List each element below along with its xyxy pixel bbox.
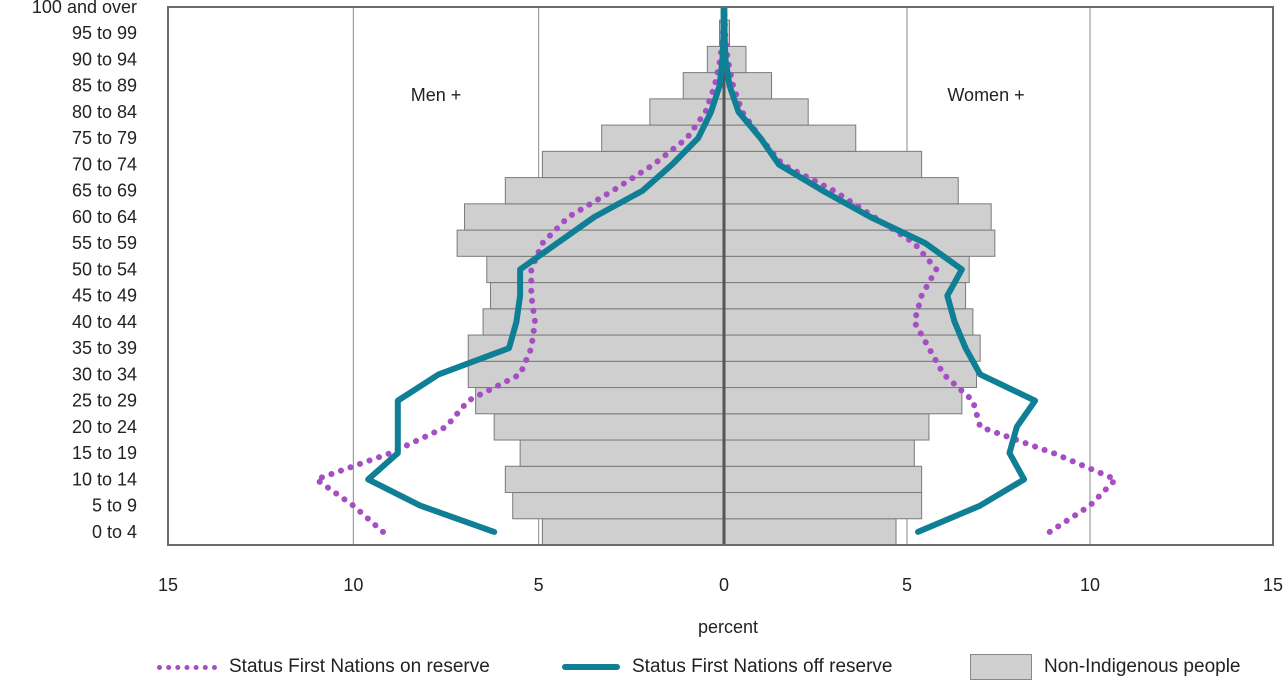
bar-men xyxy=(467,360,725,389)
legend-item-on-reserve: Status First Nations on reserve xyxy=(157,652,490,682)
legend-item-non-indigenous: Non-Indigenous people xyxy=(970,652,1241,682)
bar-women xyxy=(723,465,923,494)
x-tick-label: 10 xyxy=(343,575,363,595)
legend-label-on-reserve: Status First Nations on reserve xyxy=(229,656,490,677)
y-tick-label: 35 to 39 xyxy=(72,338,137,358)
bar-men xyxy=(456,229,725,257)
y-tick-label: 0 to 4 xyxy=(92,522,137,542)
bar-men xyxy=(519,439,725,467)
on-reserve-line-women xyxy=(721,7,1119,535)
y-tick-label: 95 to 99 xyxy=(72,23,137,43)
y-tick-label: 90 to 94 xyxy=(72,49,137,69)
y-tick-label: 100 and over xyxy=(32,0,137,17)
bar-women xyxy=(723,360,978,389)
y-tick-label: 40 to 44 xyxy=(72,312,137,332)
y-axis-labels: 0 to 4 5 to 9 10 to 14 15 to 19 20 to 24 25 t… xyxy=(32,0,137,542)
bar-women xyxy=(723,308,974,336)
bar-men xyxy=(512,492,725,520)
bar-women xyxy=(723,492,923,520)
y-tick-label: 5 to 9 xyxy=(92,496,137,516)
y-tick-label: 70 to 74 xyxy=(72,154,137,174)
bar-men xyxy=(541,518,725,546)
on-reserve-line-men xyxy=(313,7,727,535)
y-tick-label: 25 to 29 xyxy=(72,391,137,411)
y-tick-label: 65 to 69 xyxy=(72,181,137,201)
bar-men xyxy=(489,282,725,310)
men-annotation: Men + xyxy=(411,85,462,105)
y-tick-label: 45 to 49 xyxy=(72,286,137,306)
plot-frame xyxy=(167,6,1274,546)
bar-women xyxy=(723,439,915,467)
y-tick-label: 50 to 54 xyxy=(72,259,137,279)
x-tick-label: 5 xyxy=(902,575,912,595)
y-tick-label: 75 to 79 xyxy=(72,128,137,148)
y-tick-label: 80 to 84 xyxy=(72,102,137,122)
women-annotation: Women + xyxy=(947,85,1024,105)
bar-women xyxy=(723,387,963,415)
legend: Status First Nations on reserve Status F… xyxy=(0,652,1288,682)
x-tick-label: 15 xyxy=(1263,575,1283,595)
bar-women xyxy=(723,518,897,546)
bar-men xyxy=(504,465,725,494)
legend-label-off-reserve: Status First Nations off reserve xyxy=(632,656,893,677)
y-tick-label: 85 to 89 xyxy=(72,76,137,96)
lines-layer xyxy=(313,7,1119,535)
x-tick-label: 15 xyxy=(158,575,178,595)
bar-women xyxy=(723,150,923,179)
legend-swatch-box xyxy=(970,654,1032,680)
x-tick-label: 0 xyxy=(719,575,729,595)
x-tick-label: 10 xyxy=(1080,575,1100,595)
off-reserve-line-men xyxy=(365,7,727,535)
y-tick-label: 20 to 24 xyxy=(72,417,137,437)
y-tick-label: 55 to 59 xyxy=(72,233,137,253)
bar-men xyxy=(493,413,725,441)
legend-swatch-dotted xyxy=(157,664,217,670)
bar-women xyxy=(723,124,857,152)
x-axis-title: percent xyxy=(698,617,758,637)
x-axis-labels: 15 10 5 0 5 10 15 xyxy=(158,575,1283,595)
x-tick-label: 5 xyxy=(534,575,544,595)
off-reserve-line-women xyxy=(721,7,1039,535)
bar-women xyxy=(723,334,981,362)
legend-label-non-indigenous: Non-Indigenous people xyxy=(1044,656,1241,677)
legend-swatch-solid xyxy=(562,664,620,670)
bars-layer xyxy=(456,6,996,546)
bar-women xyxy=(723,413,930,441)
bar-men xyxy=(541,150,725,179)
y-tick-label: 10 to 14 xyxy=(72,469,137,489)
y-tick-label: 30 to 34 xyxy=(72,364,137,384)
y-tick-label: 60 to 64 xyxy=(72,207,137,227)
legend-item-off-reserve: Status First Nations off reserve xyxy=(562,652,892,682)
y-tick-label: 15 to 19 xyxy=(72,443,137,463)
bar-men xyxy=(475,387,725,415)
bar-women xyxy=(723,229,996,257)
